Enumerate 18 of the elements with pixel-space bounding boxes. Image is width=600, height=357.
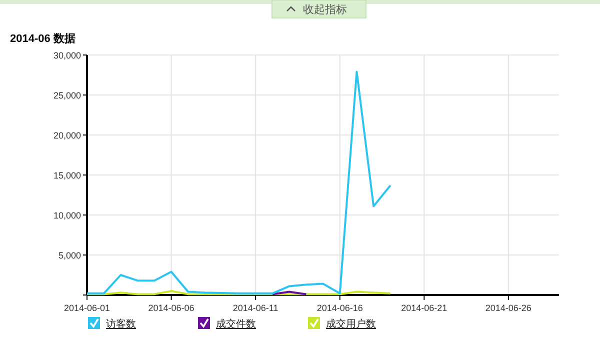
y-tick-label: 15,000 (53, 170, 81, 180)
x-tick-label: 2014-06-11 (232, 303, 278, 313)
legend-label: 成交件数 (216, 318, 256, 330)
x-tick-label: 2014-06-06 (148, 303, 194, 313)
line-series (86, 70, 392, 294)
text: 收起指标 (303, 4, 347, 16)
y-tick-label: 30,000 (53, 50, 81, 60)
x-tick-label: 2014-06-16 (316, 303, 363, 313)
legend-label: 成交用户数 (326, 318, 376, 330)
legend-label: 访客数 (106, 318, 136, 330)
chart-title: 2014-06 数据 (10, 32, 76, 45)
y-tick-label: 10,000 (53, 210, 81, 220)
y-tick-label: 5,000 (58, 250, 81, 260)
y-tick-label: 25,000 (53, 90, 81, 100)
x-tick-label: 2014-06-01 (64, 303, 110, 313)
x-tick-label: 2014-06-26 (485, 303, 532, 313)
y-tick-label: 20,000 (53, 130, 81, 140)
x-tick-label: 2014-06-21 (401, 303, 448, 313)
